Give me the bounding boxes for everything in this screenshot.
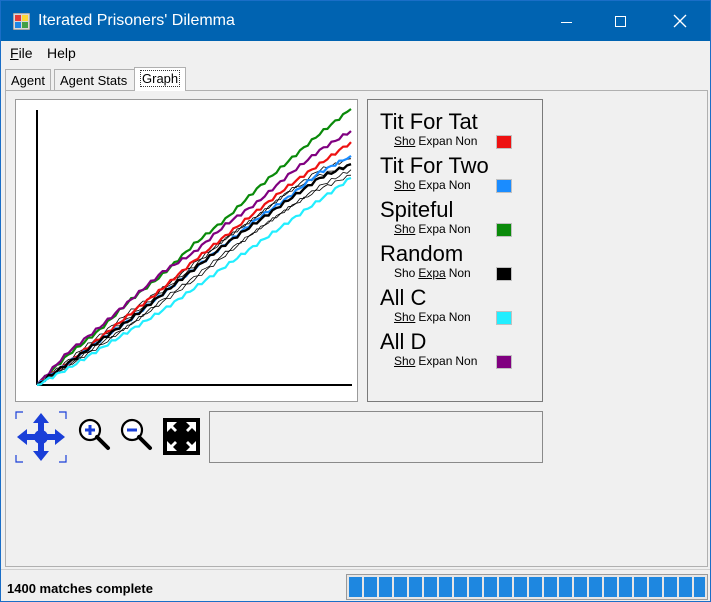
progress-fill (349, 577, 705, 597)
status-text: 1400 matches complete (7, 581, 153, 596)
expand-link[interactable]: Expa (418, 310, 446, 324)
window-title: Iterated Prisoners' Dilemma (38, 12, 235, 29)
menu-file[interactable]: File (10, 45, 33, 61)
legend-name: Random (380, 241, 464, 266)
expand-link[interactable]: Expa (418, 222, 446, 236)
none-link[interactable]: Non (448, 310, 471, 324)
legend-color-swatch[interactable] (496, 223, 512, 237)
legend-entry-all-c: All C Sho Expa Non (380, 286, 540, 330)
score-graph[interactable] (15, 99, 358, 402)
show-link[interactable]: Sho (394, 354, 416, 368)
legend-name: Tit For Two (380, 153, 489, 178)
tab-graph-label: Graph (140, 70, 181, 87)
legend-color-swatch[interactable] (496, 311, 512, 325)
thin-series-line (36, 158, 352, 386)
none-link[interactable]: Non (455, 354, 478, 368)
tab-agent[interactable]: Agent (5, 69, 51, 91)
series-line (36, 163, 352, 386)
tab-agent-stats[interactable]: Agent Stats (54, 69, 137, 91)
maximize-button[interactable] (615, 16, 626, 27)
none-link[interactable]: Non (448, 266, 471, 280)
legend-controls: Sho Expa Non (394, 266, 474, 280)
thin-series-line (36, 174, 352, 386)
show-link[interactable]: Sho (394, 266, 416, 280)
expand-link[interactable]: Expan (418, 134, 453, 148)
zoom-in-icon[interactable] (77, 417, 111, 451)
series-line (36, 108, 352, 386)
score-chart (36, 108, 352, 387)
fit-to-view-icon[interactable] (163, 418, 200, 455)
show-link[interactable]: Sho (394, 134, 416, 148)
legend-controls: Sho Expa Non (394, 178, 474, 192)
legend-controls: Sho Expan Non (394, 134, 480, 148)
none-link[interactable]: Non (455, 134, 478, 148)
legend-name: Spiteful (380, 197, 454, 222)
legend-entry-tit-for-two: Tit For Two Sho Expa Non (380, 154, 540, 198)
tab-graph[interactable]: Graph (134, 67, 186, 91)
menu-help[interactable]: Help (47, 45, 76, 61)
zoom-out-icon[interactable] (119, 417, 153, 451)
info-box (209, 411, 543, 463)
progress-bar (346, 574, 708, 600)
legend-name: Tit For Tat (380, 109, 478, 134)
menu-file-mnemonic: F (10, 45, 19, 61)
show-link[interactable]: Sho (394, 310, 416, 324)
legend-entry-tit-for-tat: Tit For Tat Sho Expan Non (380, 110, 540, 154)
series-line (36, 176, 352, 387)
expand-link[interactable]: Expa (418, 178, 446, 192)
expand-link[interactable]: Expa (418, 266, 446, 280)
legend-name: All C (380, 285, 427, 310)
series-line (36, 141, 352, 386)
legend-name: All D (380, 329, 427, 354)
minimize-button[interactable] (561, 22, 572, 23)
show-link[interactable]: Sho (394, 178, 416, 192)
menu-bar: File Help (1, 41, 710, 65)
app-icon (13, 13, 30, 30)
legend-color-swatch[interactable] (496, 179, 512, 193)
show-link[interactable]: Sho (394, 222, 416, 236)
legend-color-swatch[interactable] (496, 135, 512, 149)
legend-controls: Sho Expan Non (394, 354, 480, 368)
legend-entry-random: Random Sho Expa Non (380, 242, 540, 286)
legend-color-swatch[interactable] (496, 267, 512, 281)
legend-controls: Sho Expa Non (394, 222, 474, 236)
menu-file-label: ile (18, 45, 33, 61)
none-link[interactable]: Non (448, 222, 471, 236)
pan-arrows-icon[interactable] (15, 411, 67, 463)
legend-entry-spiteful: Spiteful Sho Expa Non (380, 198, 540, 242)
title-bar[interactable]: Iterated Prisoners' Dilemma (1, 1, 710, 41)
legend-entry-all-d: All D Sho Expan Non (380, 330, 540, 374)
legend-controls: Sho Expa Non (394, 310, 474, 324)
series-line (36, 130, 352, 386)
legend-panel: Tit For Tat Sho Expan Non Tit For Two Sho E… (367, 99, 543, 402)
expand-link[interactable]: Expan (418, 354, 453, 368)
none-link[interactable]: Non (448, 178, 471, 192)
close-button[interactable] (673, 14, 687, 28)
legend-color-swatch[interactable] (496, 355, 512, 369)
thin-series-line (36, 169, 352, 386)
